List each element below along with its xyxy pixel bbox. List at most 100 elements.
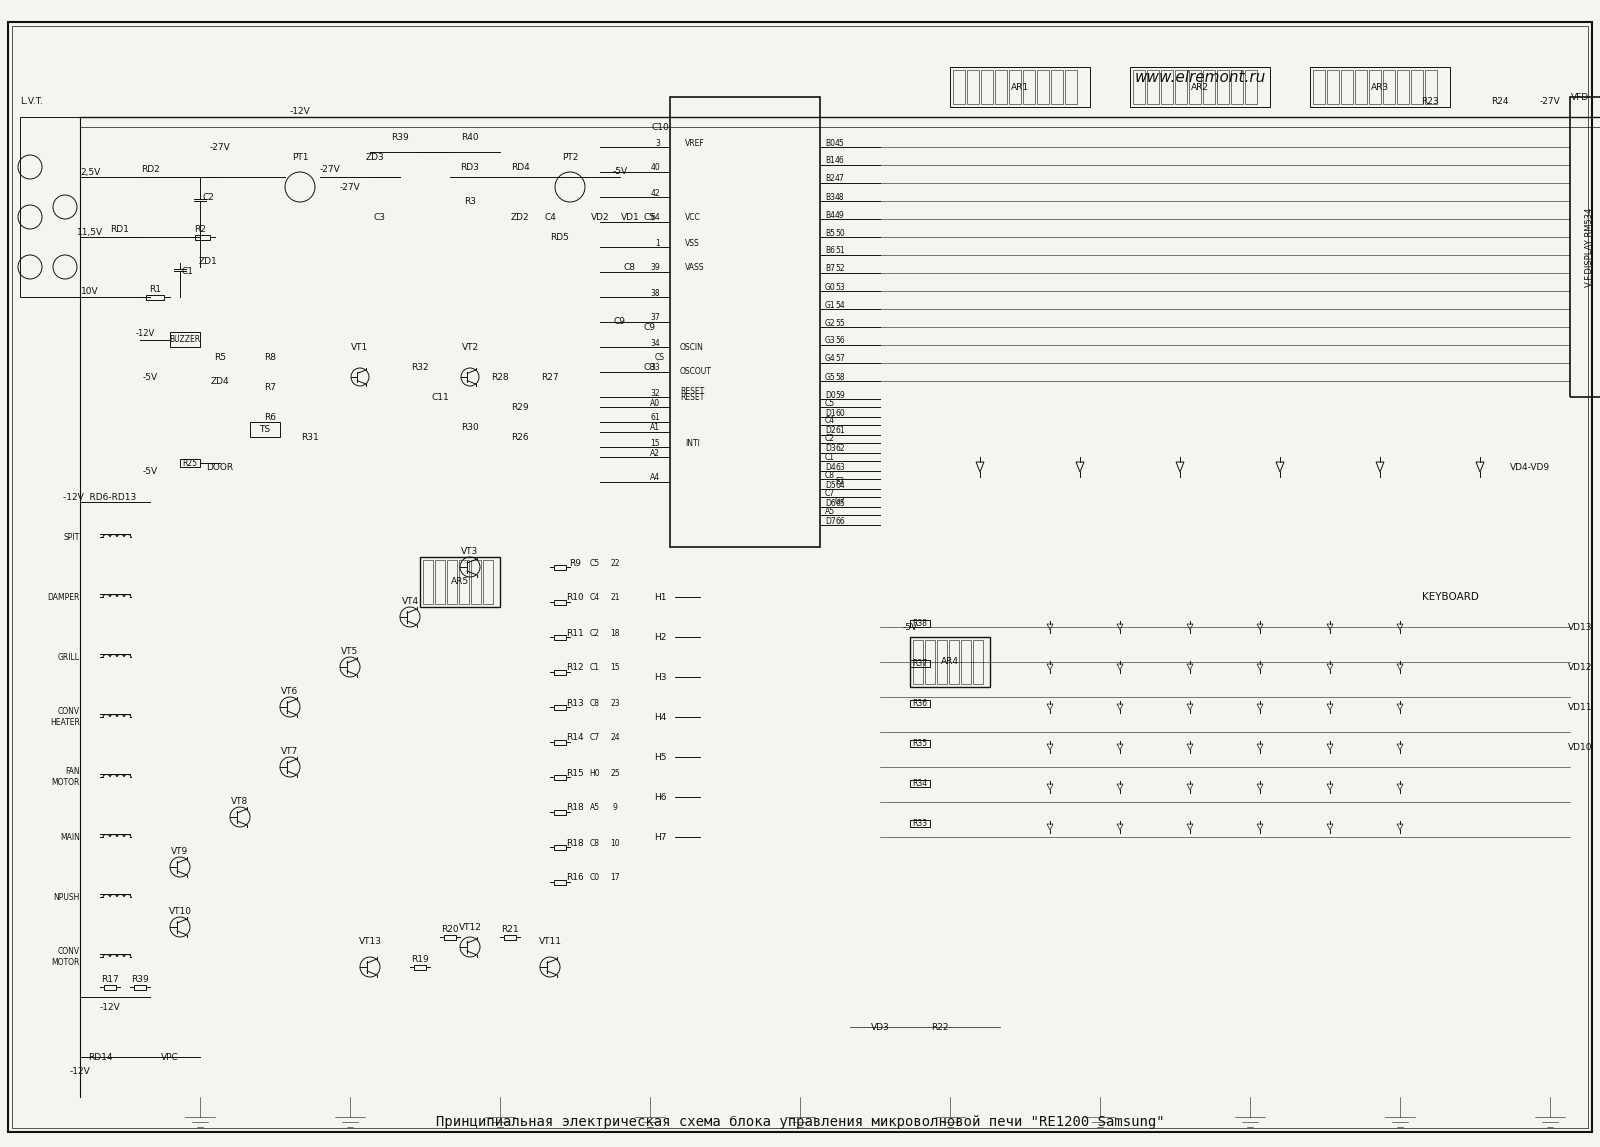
Bar — [483, 560, 493, 604]
Text: 63: 63 — [835, 462, 845, 471]
Bar — [554, 844, 566, 850]
Text: 49: 49 — [835, 211, 845, 219]
Bar — [910, 621, 930, 627]
Text: R36: R36 — [912, 699, 928, 708]
Bar — [414, 965, 426, 969]
Bar — [1189, 70, 1202, 104]
Bar — [422, 560, 434, 604]
Text: C8: C8 — [590, 838, 600, 848]
Text: C8: C8 — [643, 362, 656, 372]
Text: G1: G1 — [826, 301, 835, 310]
Bar — [1570, 97, 1600, 397]
Text: 40: 40 — [650, 164, 661, 172]
Text: VT13: VT13 — [358, 937, 381, 946]
Bar — [910, 637, 990, 687]
Text: RESET: RESET — [680, 392, 704, 401]
Text: VT6: VT6 — [282, 687, 299, 696]
Bar — [1355, 70, 1366, 104]
Text: D4: D4 — [826, 462, 835, 471]
Bar — [1218, 70, 1229, 104]
Bar — [554, 634, 566, 640]
Bar — [910, 700, 930, 707]
Text: G4: G4 — [826, 354, 835, 364]
Text: C9: C9 — [643, 322, 656, 331]
Bar — [1382, 70, 1395, 104]
Text: VT11: VT11 — [539, 937, 562, 946]
Text: RD4: RD4 — [510, 163, 530, 172]
Bar — [1326, 70, 1339, 104]
Text: 65: 65 — [835, 499, 845, 507]
Text: R3: R3 — [464, 197, 477, 206]
Text: VT7: VT7 — [282, 748, 299, 757]
Text: B6: B6 — [826, 247, 835, 256]
Bar — [554, 740, 566, 744]
Text: -12V: -12V — [70, 1068, 90, 1077]
Text: R32: R32 — [411, 362, 429, 372]
Text: G7: G7 — [835, 498, 845, 507]
Text: R7: R7 — [264, 382, 277, 391]
Text: 53: 53 — [835, 282, 845, 291]
Bar — [554, 670, 566, 674]
Text: R37: R37 — [912, 660, 928, 668]
Text: 51: 51 — [835, 247, 845, 256]
Bar — [1133, 70, 1146, 104]
Text: B7: B7 — [826, 265, 835, 273]
Text: VREF: VREF — [685, 139, 704, 148]
Text: C2: C2 — [590, 629, 600, 638]
Bar — [1245, 70, 1258, 104]
Text: 56: 56 — [835, 336, 845, 345]
Text: B0: B0 — [826, 139, 835, 148]
Text: R33: R33 — [912, 819, 928, 828]
Text: R12: R12 — [566, 663, 584, 672]
Text: L.V.T.: L.V.T. — [19, 97, 43, 107]
Text: R35: R35 — [912, 739, 928, 748]
Bar — [910, 780, 930, 787]
Text: R14: R14 — [566, 733, 584, 742]
Text: C10: C10 — [651, 123, 669, 132]
Text: R18: R18 — [566, 838, 584, 848]
Text: R16: R16 — [566, 874, 584, 882]
Bar — [1147, 70, 1158, 104]
Text: R11: R11 — [566, 629, 584, 638]
Text: -12V  RD6-RD13: -12V RD6-RD13 — [64, 492, 136, 501]
Text: RD2: RD2 — [141, 164, 160, 173]
Text: 55: 55 — [835, 319, 845, 328]
Bar — [962, 640, 971, 684]
Text: G0: G0 — [826, 282, 835, 291]
Text: -5V: -5V — [902, 623, 917, 632]
Text: -5V: -5V — [613, 167, 627, 177]
Text: 58: 58 — [835, 373, 845, 382]
Text: F2: F2 — [835, 477, 845, 486]
Text: -12V: -12V — [99, 1002, 120, 1012]
Text: R27: R27 — [541, 373, 558, 382]
Text: -27V: -27V — [1539, 97, 1560, 107]
Text: D6: D6 — [826, 499, 835, 507]
Text: DAMPER: DAMPER — [48, 593, 80, 601]
Bar — [195, 234, 210, 240]
Text: RD1: RD1 — [110, 225, 130, 234]
Text: OSCIN: OSCIN — [680, 343, 704, 351]
Text: A2: A2 — [650, 448, 661, 458]
Text: -27V: -27V — [339, 182, 360, 192]
Text: RD14: RD14 — [88, 1053, 112, 1061]
Text: C5: C5 — [590, 559, 600, 568]
Text: D3: D3 — [826, 445, 835, 453]
Text: ZD2: ZD2 — [510, 212, 530, 221]
Text: VFD: VFD — [1571, 93, 1589, 101]
Text: RESET: RESET — [680, 388, 704, 397]
Bar — [554, 704, 566, 710]
Text: OSCOUT: OSCOUT — [680, 367, 712, 376]
Text: R39: R39 — [390, 133, 410, 141]
Text: Принципиальная электрическая схема блока управления микроволновой печи "RE1200 S: Принципиальная электрическая схема блока… — [435, 1115, 1165, 1129]
Text: ZD4: ZD4 — [211, 377, 229, 387]
Text: 22: 22 — [610, 559, 619, 568]
Text: 18: 18 — [610, 629, 619, 638]
Text: 52: 52 — [835, 265, 845, 273]
Text: R39: R39 — [131, 975, 149, 983]
Text: C1: C1 — [826, 453, 835, 461]
Bar — [459, 560, 469, 604]
Bar — [938, 640, 947, 684]
Text: BUZZER: BUZZER — [170, 335, 200, 344]
Text: C8: C8 — [590, 699, 600, 708]
Text: C7: C7 — [826, 489, 835, 498]
